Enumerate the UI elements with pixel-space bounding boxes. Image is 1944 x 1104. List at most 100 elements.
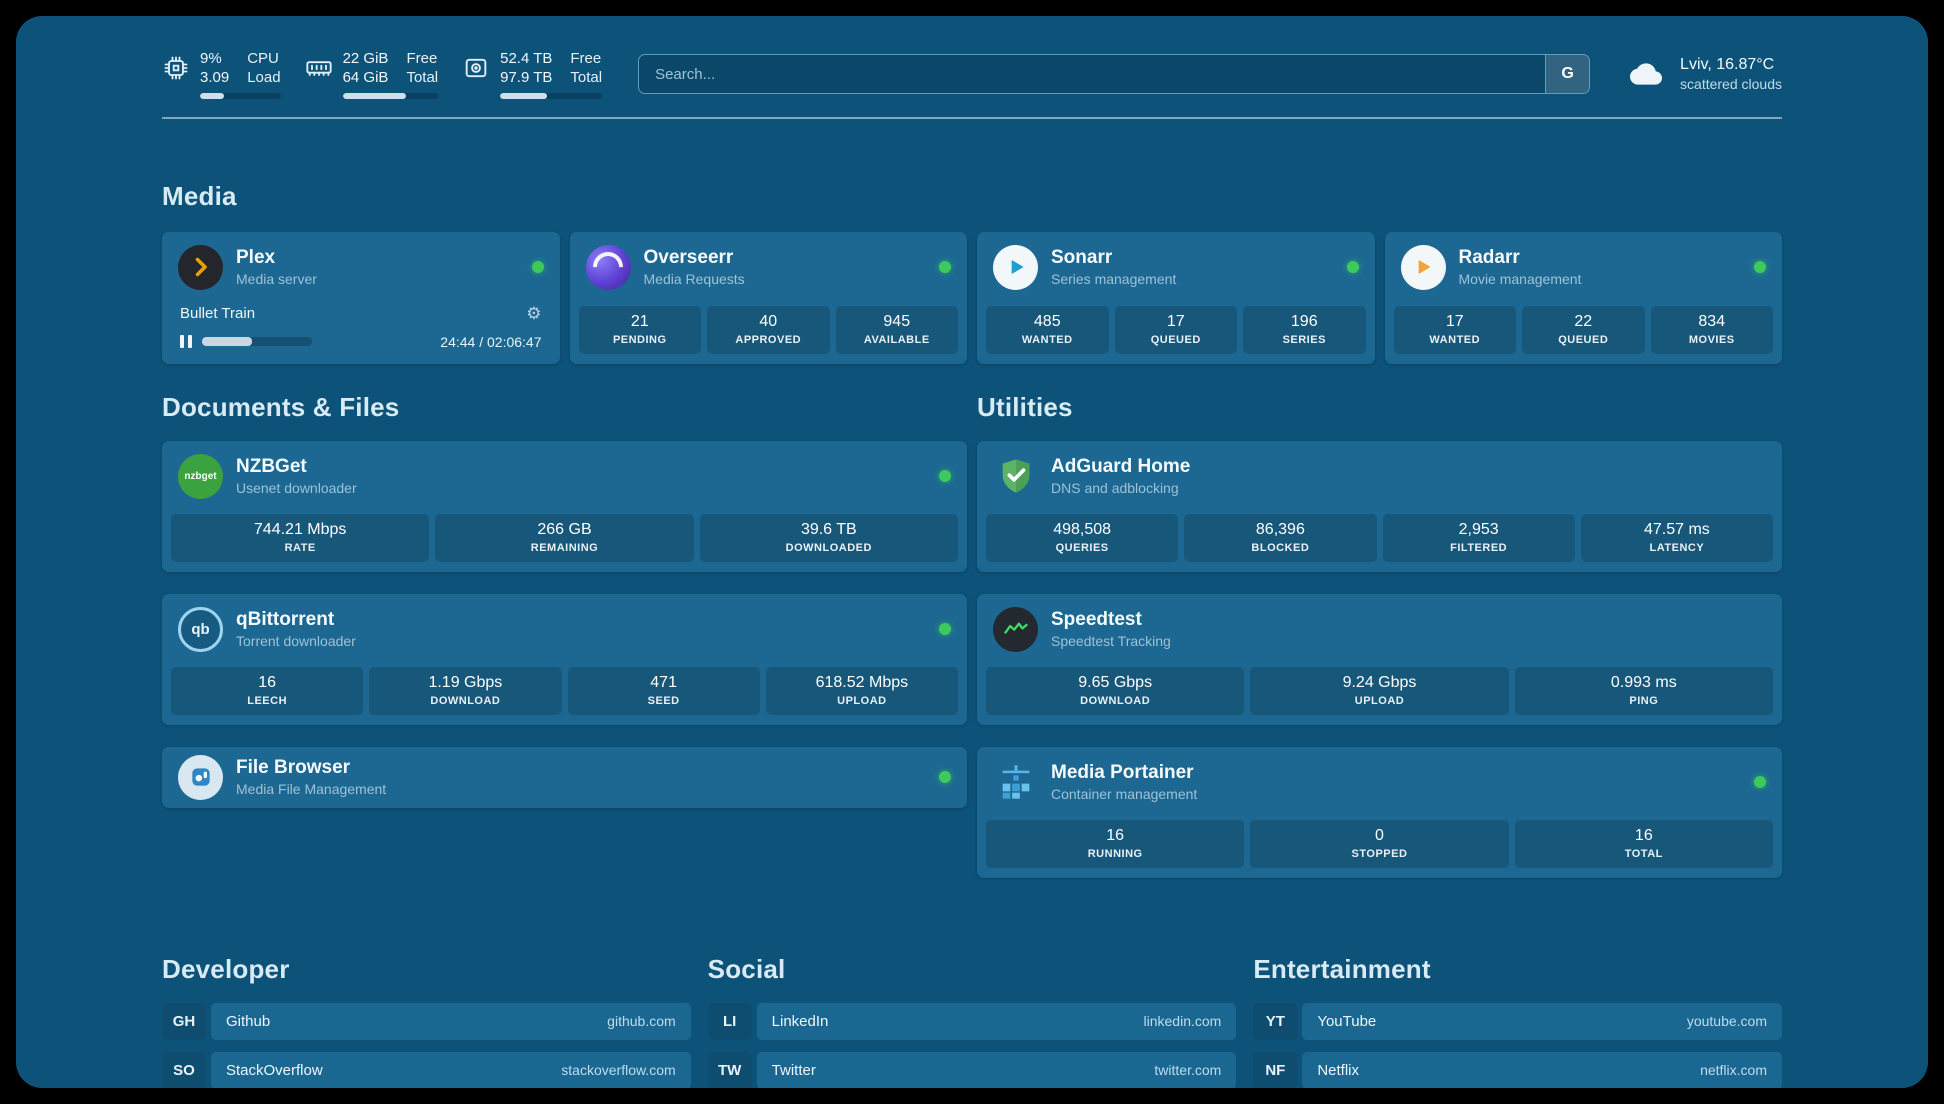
dashboard: 9% 3.09 CPU Load — [16, 16, 1928, 1088]
stat-tile: 485 WANTED — [986, 305, 1109, 354]
settings-gear-icon[interactable]: ⚙ — [526, 303, 542, 323]
status-dot — [939, 261, 951, 273]
cpu-icon — [162, 54, 190, 82]
memory-free: 22 GiB — [342, 50, 389, 67]
stat-tile: 2,953 FILTERED — [1382, 513, 1575, 562]
stat-tile: 17 WANTED — [1393, 305, 1516, 354]
cpu-widget: 9% 3.09 CPU Load — [162, 50, 281, 99]
service-card-speedtest[interactable]: Speedtest Speedtest Tracking 9.65 Gbps DO… — [977, 593, 1782, 725]
weather-location: Lviv, 16.87°C — [1680, 56, 1775, 74]
sonarr-icon — [993, 244, 1038, 290]
bookmark-group-entertainment: Entertainment YT YouTube youtube.com NF N… — [1253, 954, 1782, 1088]
stat-tile: 744.21 Mbps RATE — [171, 513, 430, 562]
bookmark-abbr: SO — [162, 1051, 206, 1088]
bookmark-abbr: YT — [1253, 1002, 1298, 1040]
card-subtitle: Media server — [236, 271, 317, 287]
cpu-load-avg: 3.09 — [200, 68, 230, 86]
stat-tile: 498,508 QUERIES — [986, 513, 1179, 562]
status-dot — [531, 261, 544, 273]
section-title-utilities: Utilities — [977, 391, 1073, 422]
card-subtitle: Media File Management — [236, 781, 387, 797]
service-card-sonarr[interactable]: Sonarr Series management 485 WANTED 17 QUE… — [977, 231, 1375, 364]
card-subtitle: Torrent downloader — [236, 633, 356, 649]
service-card-qbittorrent[interactable]: qb qBittorrent Torrent downloader 16 LEEC… — [162, 593, 967, 725]
disk-label-1: Free — [570, 50, 602, 67]
filebrowser-icon — [178, 754, 223, 800]
service-card-portainer[interactable]: Media Portainer Container management 16 R… — [977, 746, 1782, 878]
disk-label-2: Total — [570, 68, 603, 86]
bookmark-stackoverflow[interactable]: SO StackOverflow stackoverflow.com — [162, 1051, 691, 1088]
memory-icon — [305, 54, 333, 82]
disk-total: 97.9 TB — [500, 68, 553, 86]
bookmark-twitter[interactable]: TW Twitter twitter.com — [707, 1051, 1237, 1088]
stat-tile: 16 TOTAL — [1514, 819, 1773, 868]
cpu-label-2: Load — [247, 68, 281, 86]
stat-tile: 0 STOPPED — [1250, 819, 1509, 868]
memory-label-2: Total — [406, 68, 439, 86]
card-subtitle: Movie management — [1458, 271, 1582, 287]
stat-tile: 40 APPROVED — [707, 305, 830, 354]
bookmark-netflix[interactable]: NF Netflix netflix.com — [1253, 1051, 1782, 1088]
stat-tile: 9.24 Gbps UPLOAD — [1250, 666, 1509, 715]
qbittorrent-icon: qb — [178, 606, 223, 652]
card-title: AdGuard Home — [1051, 456, 1191, 477]
bookmark-abbr: TW — [707, 1051, 752, 1088]
bookmark-linkedin[interactable]: LI LinkedIn linkedin.com — [707, 1002, 1237, 1040]
bookmark-group-developer: Developer GH Github github.com SO StackOv… — [162, 953, 691, 1088]
nzbget-icon: nzbget — [178, 453, 223, 499]
disk-free: 52.4 TB — [500, 50, 553, 67]
playback-progress-bar — [202, 337, 312, 346]
status-dot — [939, 623, 951, 635]
stat-tile: 22 QUEUED — [1522, 305, 1645, 354]
playback-time: 24:44 / 02:06:47 — [440, 333, 542, 350]
section-title-social: Social — [707, 953, 786, 984]
bookmark-abbr: GH — [162, 1002, 206, 1040]
stat-tile: 16 RUNNING — [986, 819, 1245, 868]
service-card-plex[interactable]: Plex Media server Bullet Train ⚙ 24:44 /… — [162, 231, 560, 364]
memory-widget: 22 GiB 64 GiB Free Total — [305, 50, 439, 99]
service-card-filebrowser[interactable]: File Browser Media File Management — [162, 746, 967, 808]
card-subtitle: Usenet downloader — [236, 480, 357, 496]
service-card-overseerr[interactable]: Overseerr Media Requests 21 PENDING 40 APP… — [569, 231, 967, 364]
status-dot — [1346, 261, 1359, 273]
card-subtitle: DNS and adblocking — [1051, 480, 1179, 496]
stat-tile: 21 PENDING — [578, 305, 701, 354]
card-subtitle: Media Requests — [643, 271, 745, 287]
stat-tile: 196 SERIES — [1243, 305, 1366, 354]
status-dot — [1754, 776, 1766, 788]
cpu-label-1: CPU — [247, 50, 279, 67]
card-title: Sonarr — [1051, 247, 1113, 268]
memory-label-1: Free — [406, 50, 438, 67]
service-card-nzbget[interactable]: nzbget NZBGet Usenet downloader 744.21 M… — [162, 440, 967, 572]
disk-meter — [500, 92, 603, 99]
overseerr-icon — [585, 244, 631, 290]
section-title-developer: Developer — [162, 953, 290, 984]
service-card-radarr[interactable]: Radarr Movie management 17 WANTED 22 QUEUE… — [1384, 231, 1782, 364]
pause-icon[interactable] — [180, 335, 192, 348]
now-playing-title: Bullet Train — [180, 305, 256, 322]
status-dot — [939, 771, 951, 783]
stat-tile: 1.19 Gbps DOWNLOAD — [369, 666, 562, 715]
disk-icon — [462, 54, 490, 82]
bookmark-youtube[interactable]: YT YouTube youtube.com — [1253, 1002, 1782, 1040]
card-title: Overseerr — [643, 247, 734, 268]
topbar-divider — [162, 116, 1782, 119]
disk-widget: 52.4 TB 97.9 TB Free Total — [462, 50, 603, 99]
stat-tile: 834 MOVIES — [1650, 305, 1773, 354]
card-subtitle: Container management — [1051, 786, 1198, 802]
search-engine-button[interactable]: G — [1545, 55, 1590, 94]
bookmark-abbr: NF — [1253, 1051, 1298, 1088]
service-card-adguard[interactable]: AdGuard Home DNS and adblocking 498,508 Q… — [977, 440, 1782, 572]
card-title: Radarr — [1458, 247, 1520, 268]
section-media: Media Plex Media server Bullet Train ⚙ — [162, 181, 1782, 364]
portainer-icon — [993, 760, 1038, 805]
stat-tile: 0.993 ms PING — [1514, 666, 1773, 715]
search-input[interactable] — [639, 55, 1546, 94]
cpu-meter — [200, 92, 281, 99]
bookmark-github[interactable]: GH Github github.com — [162, 1002, 691, 1040]
card-title: NZBGet — [236, 456, 307, 477]
stat-tile: 266 GB REMAINING — [435, 513, 694, 562]
cpu-usage: 9% — [200, 50, 222, 67]
bookmark-abbr: LI — [707, 1002, 752, 1040]
stat-tile: 17 QUEUED — [1114, 305, 1237, 354]
